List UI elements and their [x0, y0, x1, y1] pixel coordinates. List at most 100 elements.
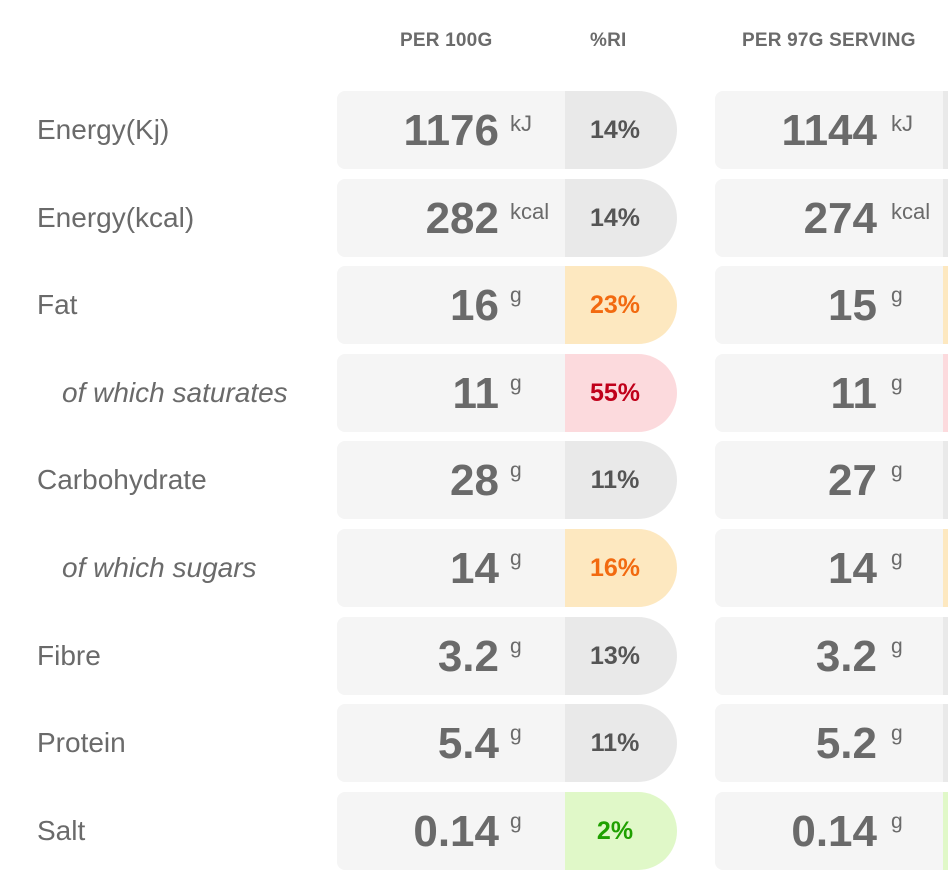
per-serving-unit: g	[891, 634, 903, 658]
per-serving-cell: 1144 kJ	[715, 91, 948, 169]
per-100g-unit: g	[510, 546, 522, 570]
nutrient-row: of which saturates 11 g 55% 11 g	[0, 353, 948, 432]
nutrient-label: Carbohydrate	[37, 464, 207, 496]
per-serving-value: 11	[830, 368, 877, 418]
ri-value: 14%	[589, 203, 641, 232]
ri-level-edge	[943, 266, 948, 345]
ri-level-edge	[943, 616, 948, 695]
ri-level-edge	[943, 791, 948, 870]
header-per-100g: PER 100G	[400, 30, 493, 51]
per-100g-unit: g	[510, 371, 522, 395]
ri-badge: 11%	[565, 704, 677, 783]
per-serving-cell: 14 g	[715, 528, 948, 607]
per-100g-value: 14	[450, 543, 499, 593]
ri-level-edge	[943, 91, 948, 169]
per-serving-cell: 0.14 g	[715, 791, 948, 870]
per-serving-cell: 5.2 g	[715, 704, 948, 783]
per-100g-unit: g	[510, 284, 522, 308]
per-100g-value: 28	[450, 456, 499, 506]
ri-value: 2%	[596, 816, 634, 845]
nutrient-label: of which sugars	[62, 551, 257, 583]
per-100g-value: 16	[450, 281, 499, 331]
ri-badge: 55%	[565, 353, 677, 432]
per-100g-value: 282	[425, 193, 499, 243]
per-serving-value: 0.14	[791, 806, 877, 856]
nutrient-row: of which sugars 14 g 16% 14 g	[0, 528, 948, 607]
per-100g-unit: kJ	[510, 111, 532, 136]
per-serving-cell: 27 g	[715, 441, 948, 520]
per-100g-value: 5.4	[437, 719, 499, 769]
ri-level-edge	[943, 178, 948, 257]
ri-badge: 14%	[565, 178, 677, 257]
ri-badge: 2%	[565, 791, 677, 870]
ri-value: 13%	[589, 641, 641, 670]
per-serving-cell: 15 g	[715, 266, 948, 345]
ri-value: 23%	[589, 291, 641, 320]
nutrient-label: Fat	[37, 289, 78, 321]
ri-level-edge	[943, 441, 948, 520]
per-100g-cell: 0.14 g	[337, 791, 566, 870]
per-100g-unit: g	[510, 634, 522, 658]
per-serving-value: 15	[828, 281, 877, 331]
per-serving-unit: g	[891, 546, 903, 570]
per-100g-value: 11	[452, 368, 499, 418]
per-100g-cell: 14 g	[337, 528, 566, 607]
nutrient-label: Salt	[37, 814, 86, 846]
per-serving-unit: kcal	[891, 198, 931, 224]
per-100g-value: 3.2	[437, 631, 499, 681]
ri-badge: 11%	[565, 441, 677, 520]
ri-badge: 23%	[565, 266, 677, 345]
ri-level-edge	[943, 704, 948, 783]
per-serving-unit: kJ	[891, 111, 913, 136]
per-100g-unit: g	[510, 722, 522, 746]
per-100g-value: 1176	[403, 106, 499, 155]
ri-value: 16%	[589, 553, 641, 582]
header-per-serving: PER 97G SERVING	[742, 30, 916, 51]
per-serving-value: 3.2	[815, 631, 877, 681]
per-serving-unit: g	[891, 284, 903, 308]
per-serving-value: 27	[828, 456, 877, 506]
per-serving-cell: 3.2 g	[715, 616, 948, 695]
per-serving-unit: g	[891, 459, 903, 483]
ri-value: 11%	[590, 729, 640, 758]
per-serving-value: 5.2	[815, 719, 877, 769]
ri-level-edge	[943, 353, 948, 432]
ri-badge: 16%	[565, 528, 677, 607]
nutrient-row: Salt 0.14 g 2% 0.14 g	[0, 791, 948, 870]
per-serving-value: 1144	[781, 106, 877, 155]
ri-level-edge	[943, 528, 948, 607]
ri-value: 11%	[590, 466, 640, 495]
nutrient-label: of which saturates	[62, 376, 288, 408]
per-100g-cell: 5.4 g	[337, 704, 566, 783]
nutrient-row: Fat 16 g 23% 15 g	[0, 266, 948, 345]
per-100g-cell: 1176 kJ	[337, 91, 566, 169]
per-100g-cell: 282 kcal	[337, 178, 566, 257]
header-ri: %RI	[590, 30, 627, 51]
per-serving-unit: g	[891, 809, 903, 833]
per-100g-cell: 28 g	[337, 441, 566, 520]
per-serving-cell: 11 g	[715, 353, 948, 432]
nutrient-label: Energy(Kj)	[37, 114, 170, 145]
nutrient-row: Fibre 3.2 g 13% 3.2 g	[0, 616, 948, 695]
per-100g-unit: g	[510, 809, 522, 833]
per-serving-unit: g	[891, 722, 903, 746]
nutrient-row: Energy(Kj) 1176 kJ 14% 1144 kJ	[0, 91, 948, 169]
per-100g-unit: kcal	[510, 198, 550, 224]
ri-badge: 14%	[565, 91, 677, 169]
per-serving-unit: g	[891, 371, 903, 395]
ri-value: 55%	[589, 378, 641, 407]
nutrient-label: Protein	[37, 727, 126, 759]
nutrient-label: Fibre	[37, 639, 101, 671]
per-serving-value: 14	[828, 543, 877, 593]
per-serving-cell: 274 kcal	[715, 178, 948, 257]
nutrient-row: Protein 5.4 g 11% 5.2 g	[0, 704, 948, 783]
per-100g-cell: 11 g	[337, 353, 566, 432]
per-100g-cell: 3.2 g	[337, 616, 566, 695]
per-serving-value: 274	[803, 193, 877, 243]
per-100g-value: 0.14	[413, 806, 499, 856]
per-100g-unit: g	[510, 459, 522, 483]
ri-badge: 13%	[565, 616, 677, 695]
nutrient-row: Energy(kcal) 282 kcal 14% 274 kcal	[0, 178, 948, 257]
nutrient-row: Carbohydrate 28 g 11% 27 g	[0, 441, 948, 520]
ri-value: 14%	[589, 116, 641, 144]
